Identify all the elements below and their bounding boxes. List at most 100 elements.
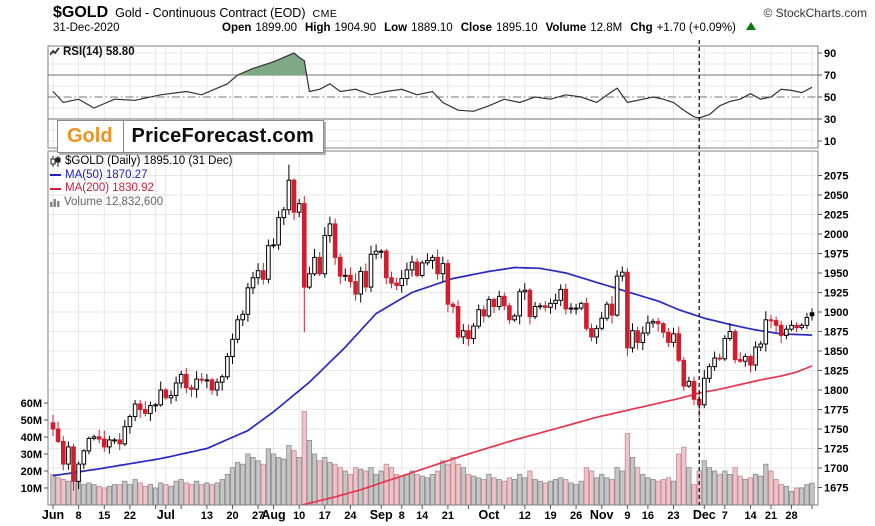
svg-text:19: 19 [544, 510, 556, 522]
legend-volume: Volume 12,832,600 [64, 195, 164, 208]
svg-text:16: 16 [642, 510, 654, 522]
main-panel-border [47, 150, 819, 506]
watermark-gold-text: Gold [67, 125, 113, 147]
legend-ma200: MA(200) 1830.92 [65, 182, 154, 194]
svg-text:1800: 1800 [824, 385, 848, 397]
svg-text:21: 21 [765, 510, 777, 522]
svg-text:Oct: Oct [478, 508, 500, 522]
open-value: 1899.00 [255, 22, 297, 34]
svg-text:8: 8 [399, 510, 405, 522]
svg-text:70: 70 [824, 70, 836, 82]
svg-text:30: 30 [824, 114, 836, 126]
svg-text:1675: 1675 [824, 483, 848, 495]
change-value: +1.70 (+0.09%) [656, 22, 736, 34]
svg-text:28: 28 [785, 510, 797, 522]
quote-row: 31-Dec-2020 Open 1899.00 High 1904.90 Lo… [53, 22, 867, 38]
ma200-line-swatch [50, 187, 61, 190]
svg-text:Dec: Dec [693, 508, 716, 522]
svg-text:24: 24 [344, 510, 357, 522]
legend-title-row: $GOLD (Daily) 1895.10 (31 Dec) [50, 155, 232, 169]
svg-text:1950: 1950 [824, 268, 848, 280]
svg-text:2025: 2025 [824, 210, 848, 222]
svg-text:14: 14 [744, 510, 757, 522]
chart-header: $GOLD Gold - Continuous Contract (EOD) C… [53, 4, 867, 22]
exchange-label: CME [312, 8, 338, 20]
ma50-line-swatch [50, 174, 61, 177]
svg-text:1725: 1725 [824, 444, 848, 456]
svg-text:23: 23 [667, 510, 679, 522]
svg-text:2075: 2075 [824, 171, 848, 183]
svg-text:1925: 1925 [824, 288, 848, 300]
candlestick-icon [50, 156, 61, 168]
svg-text:1700: 1700 [824, 463, 848, 475]
low-label: Low [384, 22, 408, 34]
svg-text:13: 13 [201, 510, 213, 522]
svg-text:1975: 1975 [824, 249, 848, 261]
low-value: 1889.10 [411, 22, 453, 34]
svg-text:1825: 1825 [824, 366, 848, 378]
svg-text:50: 50 [824, 92, 836, 104]
svg-text:1875: 1875 [824, 327, 848, 339]
svg-text:50M: 50M [21, 415, 42, 427]
svg-text:15: 15 [98, 510, 110, 522]
high-label: High [304, 22, 331, 34]
svg-text:8: 8 [76, 510, 82, 522]
svg-text:12: 12 [519, 510, 531, 522]
svg-text:14: 14 [416, 510, 429, 522]
svg-text:1775: 1775 [824, 405, 848, 417]
svg-text:Jul: Jul [157, 508, 175, 522]
legend-ma200-row: MA(200) 1830.92 [50, 182, 232, 196]
ohlc-quote: Open 1899.00 High 1904.90 Low 1889.10 Cl… [222, 22, 756, 34]
svg-text:7: 7 [722, 510, 728, 522]
svg-text:27: 27 [252, 510, 264, 522]
stockcharts-credit: © StockCharts.com [763, 6, 867, 20]
rsi-legend-label: RSI(14) 58.80 [63, 46, 135, 58]
legend-ma50: MA(50) 1870.27 [65, 168, 148, 181]
svg-text:Aug: Aug [261, 508, 285, 522]
close-value: 1895.10 [496, 22, 538, 34]
high-value: 1904.90 [334, 22, 377, 34]
svg-text:60M: 60M [21, 398, 42, 410]
change-up-arrow-icon [745, 22, 756, 30]
quote-date: 31-Dec-2020 [53, 22, 120, 34]
svg-text:1900: 1900 [824, 307, 848, 319]
svg-text:90: 90 [824, 48, 836, 60]
ma50-line [52, 266, 813, 477]
legend-volume-row: Volume 12,832,600 [50, 196, 232, 210]
candles [50, 164, 815, 491]
volume-bars-icon [50, 198, 60, 207]
svg-text:20M: 20M [21, 466, 42, 478]
vertical-gridlines [52, 47, 813, 504]
watermark-divider [122, 121, 124, 152]
volume-label: Volume [545, 22, 587, 34]
svg-text:26: 26 [570, 510, 582, 522]
rsi-line [52, 52, 813, 119]
svg-text:2050: 2050 [824, 190, 848, 202]
svg-text:2000: 2000 [824, 229, 848, 241]
instrument-description: Gold - Continuous Contract (EOD) [115, 6, 306, 20]
svg-text:40M: 40M [21, 432, 42, 444]
svg-text:1750: 1750 [824, 424, 848, 436]
indicator-line-icon [50, 47, 60, 56]
svg-text:17: 17 [319, 510, 331, 522]
axis-labels: 1675170017251750177518001825185018751900… [21, 48, 849, 522]
svg-text:10: 10 [824, 136, 836, 148]
svg-text:9: 9 [624, 510, 630, 522]
svg-text:Jun: Jun [42, 508, 64, 522]
price-gridlines [49, 175, 817, 488]
svg-text:20: 20 [226, 510, 238, 522]
watermark-site-text: PriceForecast.com [131, 125, 314, 147]
open-label: Open [222, 22, 252, 34]
legend-title: $GOLD (Daily) 1895.10 (31 Dec) [65, 155, 233, 167]
legend-ma50-row: MA(50) 1870.27 [50, 169, 232, 183]
svg-text:10M: 10M [21, 483, 42, 495]
svg-text:10: 10 [293, 510, 305, 522]
svg-text:30M: 30M [21, 449, 42, 461]
volume-value: 12.8M [590, 22, 623, 34]
goldpriceforecast-watermark: Gold PriceForecast.com [57, 120, 324, 153]
price-legend: $GOLD (Daily) 1895.10 (31 Dec) MA(50) 18… [50, 155, 232, 209]
ma200-line [299, 365, 813, 505]
ticker-symbol: $GOLD [53, 4, 109, 21]
